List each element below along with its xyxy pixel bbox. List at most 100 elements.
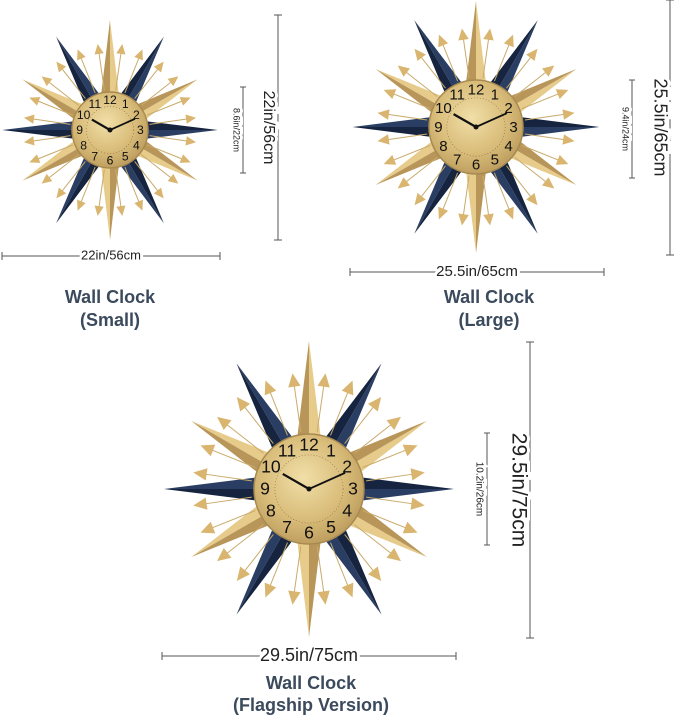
- spike: [136, 130, 218, 140]
- spike-shade: [22, 143, 92, 181]
- spike: [328, 363, 382, 463]
- rod: [209, 448, 256, 468]
- rod: [482, 37, 490, 79]
- rod: [441, 172, 459, 212]
- rod: [419, 165, 446, 199]
- arrow-head: [288, 373, 301, 388]
- spike: [352, 115, 444, 127]
- dial-numeral: 12: [468, 81, 485, 98]
- rod: [141, 154, 173, 180]
- rod: [115, 51, 122, 91]
- spike: [498, 143, 577, 185]
- arrow-head: [23, 114, 35, 124]
- rod: [493, 172, 511, 212]
- spike: [414, 149, 460, 234]
- arrow-head: [367, 566, 382, 581]
- arrow-head: [264, 380, 277, 396]
- arrow-head: [288, 590, 301, 605]
- spike-shade: [56, 153, 106, 224]
- spike: [114, 153, 164, 224]
- rod: [224, 524, 264, 556]
- arrow-head: [193, 468, 208, 481]
- hour-hand: [282, 472, 310, 490]
- spike: [316, 522, 382, 615]
- rod: [441, 42, 459, 82]
- rod: [316, 546, 325, 595]
- rod: [419, 55, 446, 89]
- arrow-head: [185, 114, 197, 124]
- arrow-head: [562, 109, 575, 120]
- rod: [404, 157, 438, 184]
- rod: [98, 169, 105, 209]
- rod: [506, 55, 533, 89]
- arrow-head: [167, 76, 179, 87]
- rod: [203, 496, 252, 505]
- clock-ring: [86, 106, 134, 154]
- arrow-head: [483, 28, 494, 41]
- spike: [123, 36, 164, 112]
- spike: [375, 69, 454, 111]
- rod: [47, 154, 79, 180]
- arrow-head: [555, 154, 569, 165]
- rod: [36, 144, 74, 160]
- rod: [404, 70, 438, 97]
- height-label: 25.5in/65cm: [650, 78, 670, 176]
- rod: [482, 175, 490, 217]
- spike: [482, 155, 538, 234]
- arrow-head: [236, 566, 251, 581]
- rod: [98, 51, 105, 91]
- rod: [391, 92, 431, 110]
- face-label: 8.6in/22cm: [232, 108, 242, 152]
- rod: [115, 169, 122, 209]
- width-label: 29.5in/75cm: [260, 645, 358, 665]
- spike-shade: [236, 522, 302, 615]
- dial-numeral: 4: [133, 138, 140, 152]
- rod: [268, 389, 288, 436]
- spike: [236, 515, 290, 615]
- face-label: 9.4in/24cm: [621, 107, 631, 151]
- spike-shade: [342, 496, 427, 558]
- dial-numeral: 11: [449, 86, 465, 103]
- spike: [476, 1, 488, 95]
- arrow-head: [402, 521, 418, 534]
- spike: [295, 527, 309, 637]
- arrow-head: [414, 48, 426, 61]
- spike-shade: [414, 155, 470, 234]
- dial-numeral: 9: [434, 119, 442, 136]
- rod: [124, 166, 140, 204]
- spike-shade: [100, 20, 110, 104]
- dial-numeral: 2: [504, 100, 512, 117]
- arrow-head: [41, 76, 53, 87]
- arrow-head: [402, 444, 418, 457]
- arrow-head: [542, 65, 555, 77]
- spike-shade: [56, 36, 97, 112]
- spike: [309, 341, 323, 451]
- arrow-head: [383, 89, 397, 100]
- dial-numeral: 1: [491, 86, 499, 103]
- dial-numeral: 6: [472, 157, 480, 174]
- spike-shade: [492, 149, 538, 234]
- spike-shade: [375, 69, 448, 121]
- arrow-head: [386, 416, 401, 431]
- arrow-head: [367, 397, 382, 412]
- rod: [330, 389, 350, 436]
- spike: [492, 20, 538, 105]
- arrow-head: [56, 61, 67, 73]
- spike-shade: [352, 127, 444, 139]
- spike: [508, 127, 600, 139]
- dial-numeral: 10: [435, 100, 452, 117]
- rod: [293, 383, 302, 432]
- height-label: 29.5in/75cm: [507, 433, 530, 547]
- arrow-head: [200, 521, 216, 534]
- spike: [504, 69, 577, 121]
- minute-hand: [109, 118, 136, 131]
- arrow-head: [503, 34, 514, 48]
- dial-numeral: 9: [260, 479, 270, 499]
- spike-shade: [375, 143, 454, 185]
- rod: [146, 144, 184, 160]
- spike-shade: [508, 115, 600, 127]
- spike-shade: [191, 420, 276, 482]
- arrow-head: [41, 173, 53, 184]
